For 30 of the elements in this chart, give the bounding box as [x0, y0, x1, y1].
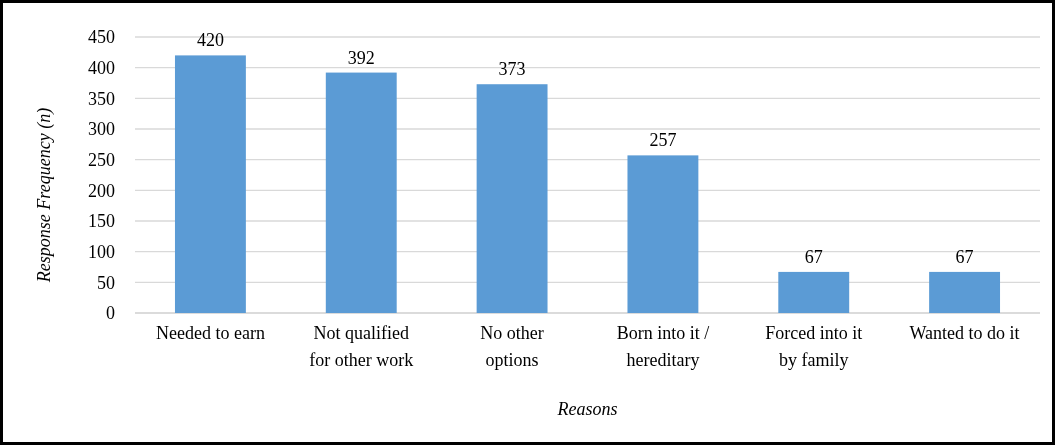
y-tick-label: 100 [88, 241, 115, 262]
y-tick-label: 400 [88, 57, 115, 78]
y-tick-label: 450 [88, 27, 115, 48]
x-tick-label: Needed to earn [155, 323, 265, 343]
data-label: 420 [196, 30, 224, 51]
y-tick-label: 0 [106, 303, 115, 324]
data-label: 257 [649, 130, 677, 151]
x-tick-label: Not qualified for other work [309, 323, 414, 370]
bar [778, 271, 850, 313]
x-tick-label: No other options [480, 323, 544, 370]
x-tick-label: Forced into it by family [765, 323, 863, 370]
data-label: 67 [804, 246, 823, 267]
bar [929, 271, 1001, 313]
y-tick-label: 50 [97, 272, 115, 293]
y-tick-label: 300 [88, 119, 115, 140]
x-tick-label: Wanted to do it [909, 323, 1020, 343]
bar [325, 72, 397, 313]
y-tick-label: 200 [88, 180, 115, 201]
x-axis-title: Reasons [556, 399, 618, 419]
y-tick-label: 250 [88, 149, 115, 170]
y-tick-label: 350 [88, 88, 115, 109]
x-tick-label: Born into it / hereditary [616, 323, 710, 370]
y-axis-title: Response Frequency (n) [34, 107, 55, 284]
data-label: 392 [347, 47, 375, 68]
data-label: 373 [498, 59, 526, 80]
bar [174, 55, 246, 313]
bar [476, 84, 548, 313]
data-label: 67 [955, 246, 974, 267]
bar [627, 155, 699, 313]
y-tick-label: 150 [88, 211, 115, 232]
